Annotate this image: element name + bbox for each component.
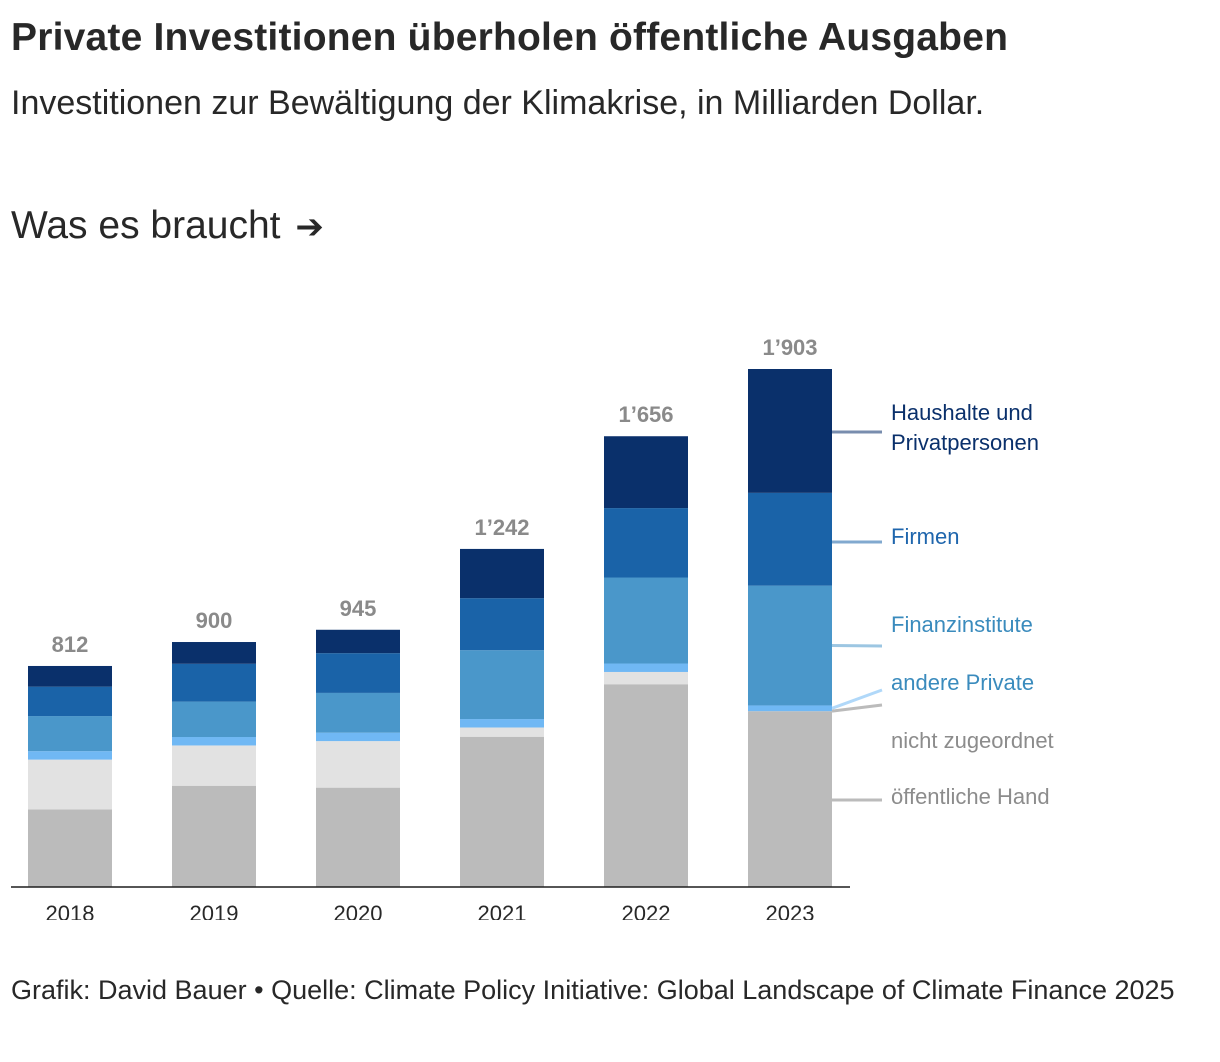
legend-label-haushalte-und-privatpersonen: Privatpersonen (891, 430, 1039, 455)
bar-2019-nicht-zugeordnet (172, 745, 256, 786)
bar-2020-haushalte-und-privatpersonen (316, 629, 400, 654)
bar-2018-öffentliche-hand (28, 809, 112, 887)
x-tick-label-2019: 2019 (190, 901, 239, 920)
footer-credit: Grafik: David Bauer (11, 975, 247, 1005)
bar-2019-andere-private (172, 737, 256, 746)
bar-2022-firmen (604, 508, 688, 578)
bar-2021-andere-private (460, 719, 544, 728)
bar-2020-firmen (316, 653, 400, 693)
bar-2019-finanzinstitute (172, 701, 256, 738)
bar-2023-firmen (748, 492, 832, 586)
bar-2021-finanzinstitute (460, 650, 544, 720)
bar-2021-haushalte-und-privatpersonen (460, 548, 544, 599)
legend-label-finanzinstitute: Finanzinstitute (891, 612, 1033, 637)
bar-2023-öffentliche-hand (748, 711, 832, 887)
bar-2023-andere-private (748, 705, 832, 712)
bar-2022-öffentliche-hand (604, 684, 688, 887)
x-tick-label-2023: 2023 (766, 901, 815, 920)
chart-subtitle: Investitionen zur Bewältigung der Klimak… (11, 84, 985, 122)
was-es-braucht-link[interactable]: Was es braucht ➔ (11, 204, 324, 248)
x-tick-label-2022: 2022 (622, 901, 671, 920)
bar-area (28, 369, 832, 887)
x-tick-label-2018: 2018 (46, 901, 95, 920)
bar-2022-haushalte-und-privatpersonen (604, 436, 688, 509)
bar-2021-nicht-zugeordnet (460, 727, 544, 737)
link-label: Was es braucht (11, 204, 281, 247)
bar-2018-firmen (28, 686, 112, 717)
bar-2019-firmen (172, 663, 256, 702)
stacked-bar-chart: 2018 2019 2020 2021 2022 2023 812 900 945 1’242 1… (11, 335, 1054, 920)
bar-2023-haushalte-und-privatpersonen (748, 369, 832, 493)
legend: Haushalte und Privatpersonen Firmen Finanzi… (831, 400, 1054, 809)
footer: Grafik: David Bauer • Quelle: Climate Po… (11, 969, 1201, 1011)
legend-leader-nicht-zugeordnet (831, 703, 883, 713)
total-label-2021: 1’242 (474, 515, 529, 540)
footer-source: Quelle: Climate Policy Initiative: Globa… (271, 975, 1175, 1005)
bar-2018-nicht-zugeordnet (28, 759, 112, 810)
total-label-2019: 900 (196, 608, 233, 633)
x-tick-label-2020: 2020 (334, 901, 383, 920)
bar-2022-nicht-zugeordnet (604, 671, 688, 685)
total-label-2018: 812 (52, 632, 89, 657)
bar-2021-öffentliche-hand (460, 736, 544, 887)
total-labels: 812 900 945 1’242 1’656 1’903 (52, 335, 818, 657)
x-axis-labels: 2018 2019 2020 2021 2022 2023 (46, 901, 815, 920)
bar-2021-firmen (460, 598, 544, 651)
footer-separator: • (254, 975, 264, 1005)
legend-label-öffentliche-hand: öffentliche Hand (891, 784, 1050, 809)
bar-2019-öffentliche-hand (172, 785, 256, 887)
bar-2020-andere-private (316, 732, 400, 742)
bar-2020-nicht-zugeordnet (316, 741, 400, 788)
bar-2018-haushalte-und-privatpersonen (28, 665, 112, 687)
legend-leader-andere-private (831, 688, 883, 710)
bar-2020-finanzinstitute (316, 692, 400, 733)
total-label-2023: 1’903 (762, 335, 817, 360)
legend-label-haushalte-und-privatpersonen: Haushalte und (891, 400, 1033, 425)
bar-2018-andere-private (28, 751, 112, 760)
arrow-right-icon: ➔ (295, 208, 324, 246)
x-tick-label-2021: 2021 (478, 901, 527, 920)
chart-title: Private Investitionen überholen öffentli… (11, 16, 1009, 59)
bar-2022-andere-private (604, 663, 688, 672)
bar-2022-finanzinstitute (604, 577, 688, 664)
bar-2018-finanzinstitute (28, 716, 112, 752)
total-label-2022: 1’656 (618, 402, 673, 427)
legend-label-nicht-zugeordnet: nicht zugeordnet (891, 728, 1054, 753)
total-label-2020: 945 (340, 596, 377, 621)
bar-2020-öffentliche-hand (316, 787, 400, 887)
bar-2023-finanzinstitute (748, 585, 832, 706)
bar-2019-haushalte-und-privatpersonen (172, 642, 256, 664)
legend-label-firmen: Firmen (891, 524, 959, 549)
legend-label-andere-private: andere Private (891, 670, 1034, 695)
